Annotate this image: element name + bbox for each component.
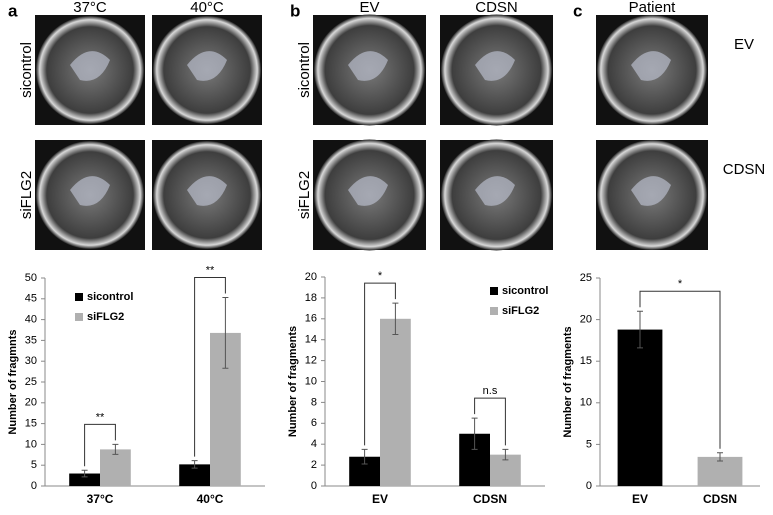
error-bar <box>471 417 478 450</box>
y-tick-label: 25 <box>25 376 37 388</box>
significance-label: * <box>378 270 383 282</box>
row-label: siFLG2 <box>18 171 35 219</box>
column-header: 40°C <box>190 0 224 16</box>
y-tick-label: 45 <box>25 293 37 305</box>
y-tick-label: 25 <box>580 272 592 284</box>
significance-bracket <box>84 423 116 467</box>
significance-label: n.s <box>483 385 498 397</box>
tissue <box>631 176 671 206</box>
row-label: EV <box>734 36 754 53</box>
error-bar <box>502 448 509 461</box>
legend-label: siFLG2 <box>87 311 124 323</box>
significance-label: * <box>678 278 683 290</box>
tissue <box>631 51 671 81</box>
y-tick-label: 10 <box>25 438 37 450</box>
x-tick-label: 37°C <box>87 492 114 506</box>
panel-label: c <box>573 1 582 20</box>
tissue <box>348 176 388 206</box>
significance-bracket <box>364 282 396 446</box>
significance-bracket <box>474 397 506 446</box>
tissue <box>475 176 515 206</box>
y-tick-label: 10 <box>305 375 317 387</box>
significance-bracket <box>639 290 721 449</box>
y-tick-label: 2 <box>311 459 317 471</box>
y-tick-label: 20 <box>580 314 592 326</box>
y-axis-label: Number of fragments <box>287 326 299 437</box>
y-tick-label: 0 <box>311 480 317 492</box>
error-bar <box>361 448 368 465</box>
tissue <box>70 51 110 81</box>
error-bar <box>392 302 399 335</box>
significance-bracket <box>194 277 226 457</box>
error-bar <box>222 297 229 369</box>
y-tick-label: 10 <box>580 397 592 409</box>
y-axis-label: Number of fragments <box>562 326 574 437</box>
error-bar <box>191 460 198 469</box>
row-label: sicontrol <box>296 42 313 98</box>
y-axis-label: Number of fragmnts <box>7 329 19 434</box>
row-label: siFLG2 <box>296 171 313 219</box>
legend-swatch <box>75 313 83 321</box>
error-bar <box>112 443 119 455</box>
tissue <box>348 51 388 81</box>
bar <box>100 449 131 486</box>
tissue <box>187 51 227 81</box>
legend-swatch <box>490 307 498 315</box>
column-header: CDSN <box>475 0 518 16</box>
legend-label: sicontrol <box>502 285 548 297</box>
column-header: 37°C <box>73 0 107 16</box>
y-tick-label: 8 <box>311 396 317 408</box>
significance-label: ** <box>206 264 215 276</box>
bar <box>380 318 411 486</box>
y-tick-label: 5 <box>31 459 37 471</box>
y-tick-label: 50 <box>25 272 37 284</box>
y-tick-label: 14 <box>305 334 317 346</box>
panel-label: b <box>290 1 300 20</box>
y-tick-label: 35 <box>25 334 37 346</box>
y-tick-label: 4 <box>311 438 317 450</box>
y-tick-label: 6 <box>311 417 317 429</box>
tissue <box>187 176 227 206</box>
error-bar <box>637 310 643 349</box>
tissue <box>70 176 110 206</box>
y-tick-label: 40 <box>25 314 37 326</box>
y-tick-label: 5 <box>586 438 592 450</box>
row-label: CDSN <box>723 161 766 178</box>
column-header: Patient <box>629 0 677 16</box>
x-tick-label: EV <box>372 492 388 506</box>
y-tick-label: 30 <box>25 355 37 367</box>
y-tick-label: 20 <box>25 397 37 409</box>
bar <box>617 329 663 486</box>
x-tick-label: EV <box>632 492 648 506</box>
y-tick-label: 0 <box>31 480 37 492</box>
legend-label: sicontrol <box>87 291 133 303</box>
bar <box>179 464 210 486</box>
legend-swatch <box>490 287 498 295</box>
row-label: sicontrol <box>18 42 35 98</box>
legend-label: siFLG2 <box>502 305 539 317</box>
error-bar <box>81 469 88 478</box>
y-tick-label: 15 <box>25 418 37 430</box>
y-tick-label: 20 <box>305 271 317 283</box>
bar <box>69 473 100 486</box>
y-tick-label: 0 <box>586 480 592 492</box>
y-tick-label: 12 <box>305 355 317 367</box>
tissue <box>475 51 515 81</box>
column-header: EV <box>359 0 379 16</box>
y-tick-label: 15 <box>580 355 592 367</box>
panel-label: a <box>8 1 18 20</box>
x-tick-label: CDSN <box>703 492 737 506</box>
y-tick-label: 16 <box>305 313 317 325</box>
significance-label: ** <box>96 411 105 423</box>
x-tick-label: CDSN <box>473 492 507 506</box>
y-tick-label: 18 <box>305 292 317 304</box>
x-tick-label: 40°C <box>197 492 224 506</box>
bar <box>697 456 743 486</box>
error-bar <box>717 452 723 462</box>
legend-swatch <box>75 293 83 301</box>
